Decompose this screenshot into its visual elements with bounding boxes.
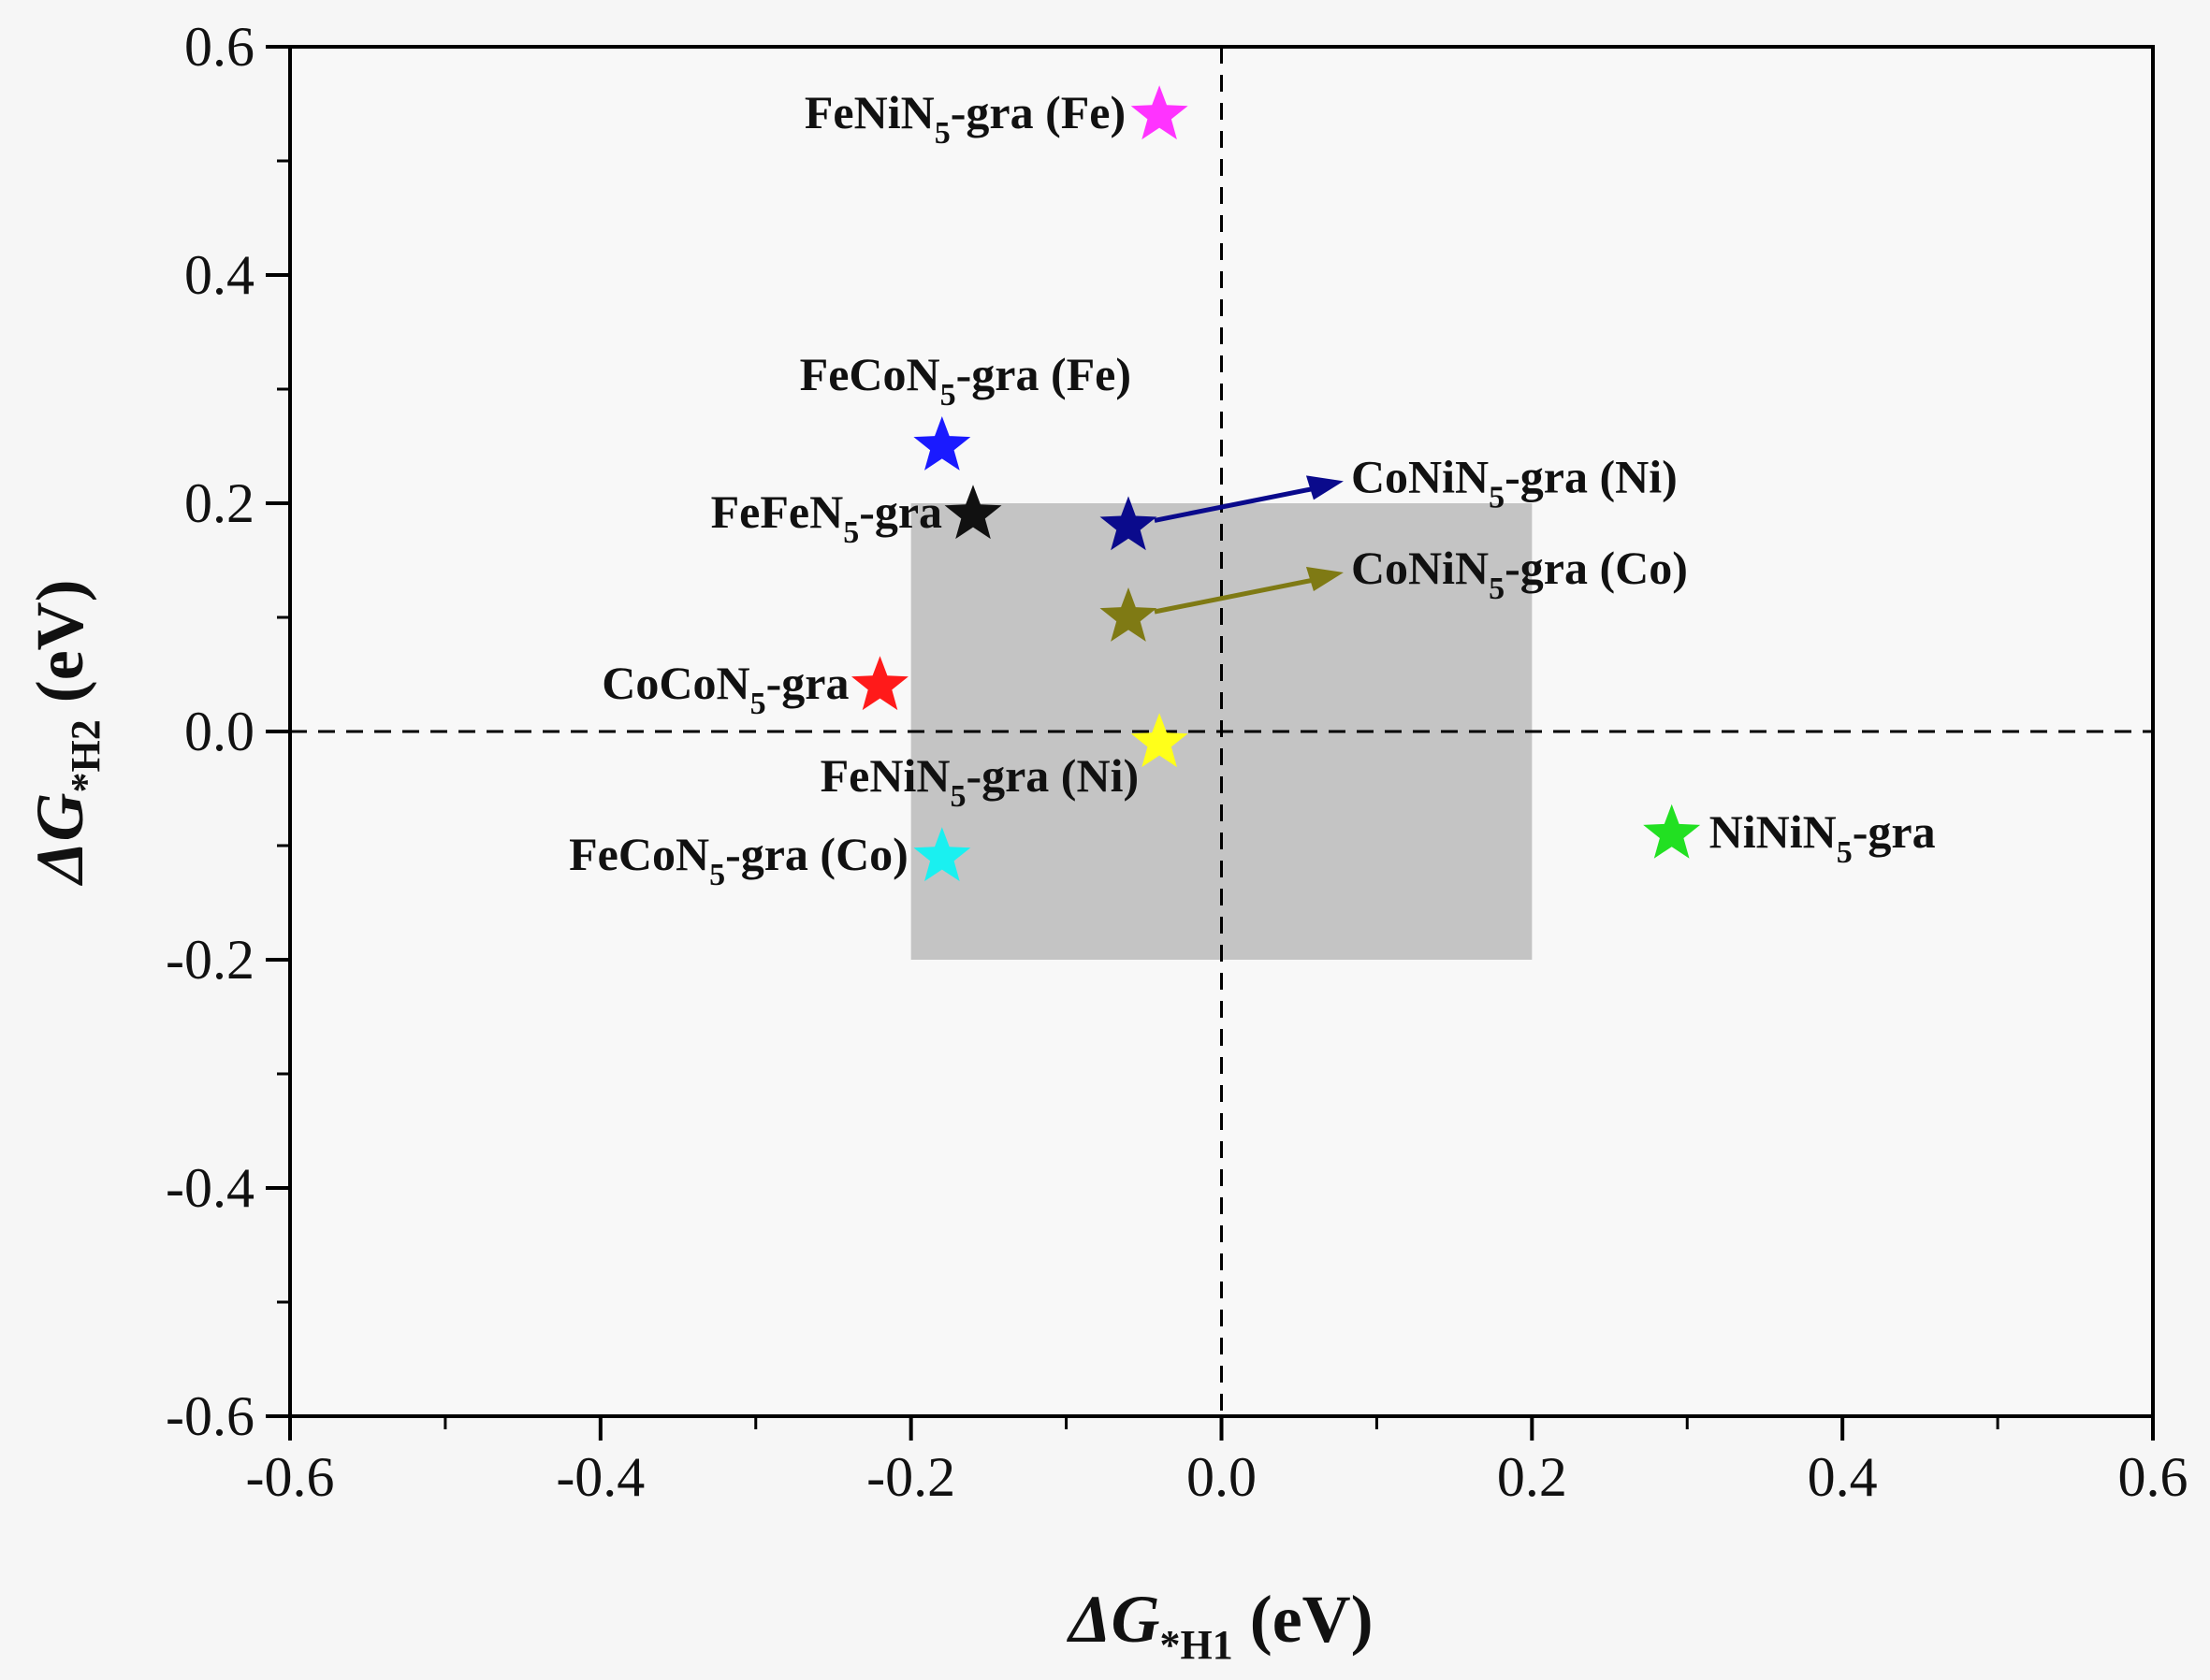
data-point-label: FeCoN5-gra (Fe) — [800, 348, 1131, 413]
y-tick-label: -0.4 — [166, 1157, 254, 1219]
data-point-star — [944, 485, 1002, 540]
pointer-arrow-line — [1154, 575, 1324, 615]
data-point-star — [1099, 496, 1157, 551]
data-point-star — [1643, 804, 1701, 859]
data-point-star — [1130, 85, 1188, 140]
x-tick-label: -0.4 — [556, 1446, 645, 1508]
y-tick-label: -0.6 — [166, 1385, 254, 1447]
pointer-arrow-line — [1154, 484, 1324, 523]
data-point-label: CoNiN5-gra (Co) — [1351, 542, 1688, 606]
x-axis-title: ΔG*H1 (eV) — [1066, 1582, 1373, 1668]
data-point-label: FeFeN5-gra — [711, 485, 942, 550]
x-tick-label: 0.2 — [1497, 1446, 1567, 1508]
x-tick-label: 0.6 — [2118, 1446, 2188, 1508]
y-tick-label: -0.2 — [166, 929, 254, 991]
data-point-label: CoNiN5-gra (Ni) — [1351, 450, 1678, 514]
data-point-star — [851, 656, 909, 711]
pointer-arrow-head — [1305, 567, 1344, 591]
data-point-star — [913, 416, 971, 471]
y-tick-label: 0.2 — [184, 472, 254, 534]
data-point-star — [913, 827, 971, 882]
pointer-arrow-head — [1305, 475, 1344, 500]
x-tick-label: 0.4 — [1808, 1446, 1878, 1508]
data-point-label: FeCoN5-gra (Co) — [569, 828, 909, 892]
x-tick-label: -0.6 — [246, 1446, 335, 1508]
y-tick-label: 0.0 — [184, 701, 254, 762]
data-point-star — [1099, 587, 1157, 642]
y-tick-label: 0.4 — [184, 244, 254, 306]
x-tick-label: -0.2 — [866, 1446, 955, 1508]
data-point-label: NiNiN5-gra — [1709, 805, 1936, 870]
x-tick-label: 0.0 — [1186, 1446, 1257, 1508]
data-point-star — [1130, 713, 1188, 768]
y-axis-title: ΔG*H2 (eV) — [22, 579, 109, 886]
data-point-label: FeNiN5-gra (Fe) — [805, 86, 1126, 151]
data-point-label: FeNiN5-gra (Ni) — [821, 749, 1140, 814]
y-tick-label: 0.6 — [184, 16, 254, 78]
data-point-label: CoCoN5-gra — [602, 657, 849, 721]
